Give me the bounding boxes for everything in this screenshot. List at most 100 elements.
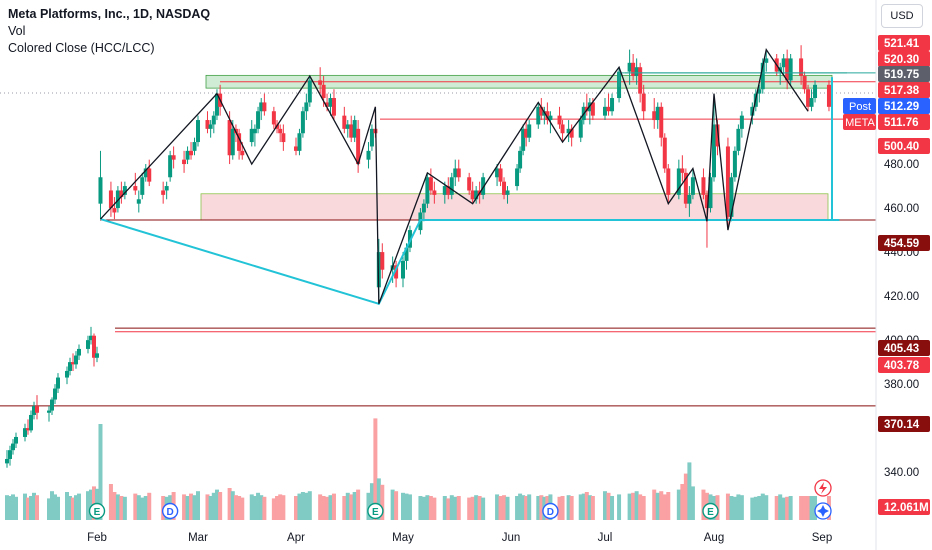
- volume-bar: [300, 492, 305, 520]
- candle-body: [249, 128, 254, 143]
- volume-bar: [631, 492, 636, 520]
- price-tag: 454.59: [878, 235, 930, 251]
- volume-bar: [318, 494, 323, 520]
- volume-bar: [252, 496, 257, 520]
- volume-bar: [218, 492, 223, 520]
- time-axis-tick-label: Jun: [502, 532, 521, 544]
- lightning-icon-glyph: [819, 482, 827, 494]
- candle-body: [690, 177, 695, 195]
- candle-body: [321, 84, 326, 99]
- candle-body: [86, 340, 90, 349]
- candle-body: [826, 84, 831, 107]
- candle-body: [133, 186, 138, 191]
- volume-bar: [606, 492, 611, 520]
- volume-bar: [407, 494, 412, 520]
- time-axis[interactable]: Feb Mar Apr May Jun Jul Aug Sep: [87, 532, 832, 544]
- volume-bar: [676, 489, 681, 520]
- volume-bar: [421, 496, 426, 520]
- volume-bar: [566, 495, 571, 520]
- price-tag: 519.75: [878, 66, 930, 82]
- volume-bar: [98, 424, 103, 520]
- candle-body: [11, 443, 15, 451]
- volume-bar: [119, 496, 124, 520]
- volume-bar: [557, 496, 562, 520]
- volume-bar: [133, 493, 138, 520]
- candles-layer: [5, 45, 831, 468]
- volume-bar: [259, 495, 264, 520]
- candle-body: [122, 186, 127, 195]
- volume-bar: [432, 497, 437, 520]
- candle-body: [788, 58, 793, 81]
- candle-body: [502, 181, 507, 195]
- volume-bar: [442, 496, 447, 520]
- price-tag-bg: [878, 114, 930, 130]
- candle-body: [262, 102, 267, 112]
- candle-body: [92, 335, 96, 358]
- volume-bar: [750, 497, 755, 520]
- candle-body: [300, 111, 305, 134]
- time-axis-tick-label: May: [392, 532, 414, 544]
- volume-bar: [809, 496, 814, 520]
- volume-bar: [77, 493, 81, 520]
- candle-body: [8, 450, 12, 459]
- volume-bar: [35, 495, 39, 520]
- price-tag-bg: [878, 98, 930, 114]
- price-tag-bg: [878, 66, 930, 82]
- volume-bar: [641, 496, 646, 520]
- volume-bar: [394, 491, 399, 520]
- legend-title[interactable]: Meta Platforms, Inc., 1D, NASDAQ: [8, 7, 211, 21]
- legend-indicator[interactable]: Colored Close (HCC/LCC): [8, 41, 155, 55]
- candle-body: [136, 199, 141, 204]
- candle-body: [446, 186, 451, 195]
- candle-body: [729, 177, 734, 217]
- volume-bar: [71, 497, 75, 520]
- volume-bar: [342, 496, 347, 520]
- price-tag-label: 519.75: [884, 69, 920, 81]
- volume-bar: [196, 491, 200, 520]
- event-marker: D: [542, 502, 559, 520]
- price-tag: 370.14: [878, 416, 930, 432]
- currency-button[interactable]: USD: [881, 4, 923, 28]
- candle-body: [71, 362, 75, 365]
- candle-body: [331, 98, 336, 116]
- volume-bar: [785, 496, 790, 520]
- upper-box-line: [618, 72, 847, 87]
- price-tag-label: 454.59: [884, 238, 919, 250]
- candle-body: [425, 177, 430, 204]
- drawing-lines-layer: [100, 47, 847, 306]
- volume-bar: [331, 493, 336, 520]
- volume-bar: [690, 486, 695, 520]
- candle-body: [449, 177, 454, 195]
- volume-bar: [764, 495, 769, 520]
- volume-bar: [652, 489, 657, 520]
- candle-body: [683, 172, 688, 204]
- price-tag: 511.76 META: [843, 114, 930, 130]
- candle-body: [701, 177, 706, 195]
- volume-bar: [725, 493, 730, 520]
- candle-body: [566, 128, 571, 134]
- volume-bar: [240, 497, 245, 520]
- time-axis-tick-label: Aug: [704, 532, 724, 544]
- price-axis-tick-label: 380.00: [884, 379, 919, 391]
- candle-body: [548, 115, 553, 121]
- candle-body: [481, 177, 486, 195]
- price-axis-tick-label: 480.00: [884, 159, 919, 171]
- candle-body: [666, 168, 671, 195]
- candle-body: [560, 124, 565, 134]
- volume-bar: [233, 495, 238, 520]
- volume-bar: [404, 493, 409, 520]
- candle-body: [578, 120, 583, 138]
- price-tag-bg: [878, 138, 930, 154]
- candle-body: [112, 208, 117, 213]
- event-marker-label: E: [707, 507, 714, 518]
- candle-body: [474, 190, 479, 200]
- price-tag-label: 517.38: [884, 85, 920, 97]
- volume-bar: [502, 495, 507, 520]
- volume-bar: [271, 498, 276, 520]
- volume-bar: [304, 492, 309, 520]
- candle-body: [750, 106, 755, 116]
- volume-bar: [122, 496, 127, 520]
- legend-volume[interactable]: Vol: [8, 24, 26, 38]
- volume-bar: [230, 491, 235, 520]
